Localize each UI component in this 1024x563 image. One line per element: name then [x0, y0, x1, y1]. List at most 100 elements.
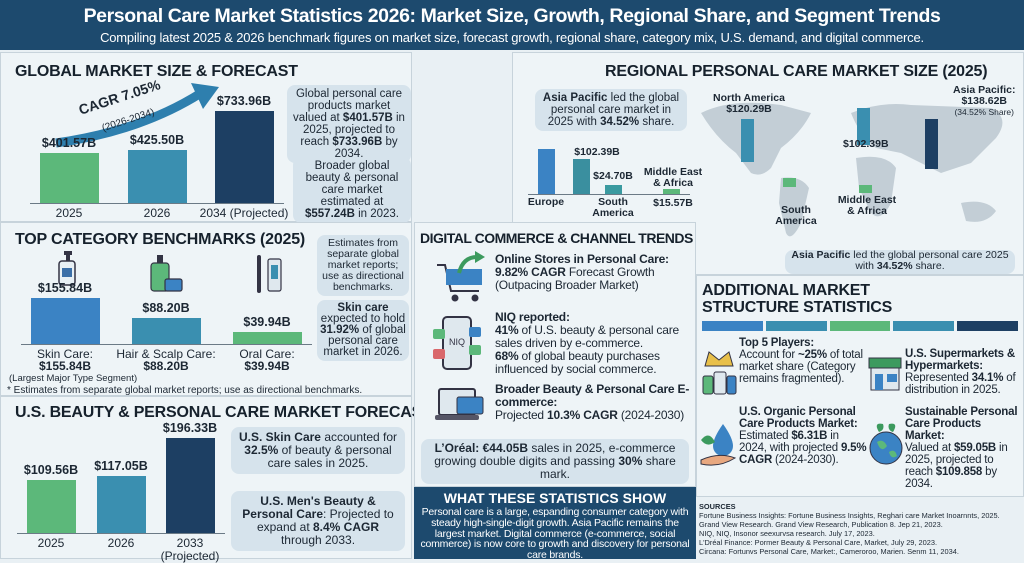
- callout: Asia Pacific led the global personal car…: [785, 250, 1015, 274]
- axis-baseline: [29, 203, 284, 204]
- value-label: $88.20B: [142, 300, 190, 315]
- category-label: Oral Care:: [239, 347, 295, 361]
- value-label: $196.33B: [162, 421, 218, 435]
- map-bar-middle-east-africa: [859, 185, 872, 193]
- text: Broader global beauty & personal care ma…: [305, 160, 399, 208]
- bar: [96, 476, 146, 533]
- shopping-cart-icon: [437, 251, 485, 302]
- category-value: $88.20B: [143, 359, 189, 373]
- text: of U.S. beauty & personal care sales dri…: [495, 323, 679, 350]
- laptop-card-icon: [435, 388, 484, 420]
- map-label-europe: $102.39B: [843, 138, 889, 150]
- text: in 2024, with projected: [739, 430, 841, 454]
- color-strip: [702, 321, 1018, 331]
- text: accounted for: [320, 430, 398, 444]
- footnote: * Estimates from separate global market …: [7, 385, 363, 396]
- strip-segment: [893, 321, 955, 331]
- category-panel: TOP CATEGORY BENCHMARKS (2025) $155.84B S…: [0, 222, 412, 396]
- summary-text: Personal care is a large, espanding cons…: [420, 506, 690, 559]
- text: of global beauty purchases influenced by…: [495, 349, 660, 376]
- text: in 2023.: [354, 208, 399, 220]
- emphasis-text: $733.96B: [332, 136, 383, 148]
- bar: [26, 479, 76, 533]
- text: of beauty & personal care sales in 2025.: [267, 443, 392, 470]
- map-bar-south-america: [783, 178, 796, 187]
- emphasis-text: 31.92%: [320, 324, 360, 336]
- toothbrush-toothpaste-icon: [257, 255, 282, 293]
- growth-arrow-icon: [55, 83, 219, 148]
- callout: Global personal care products market val…: [287, 85, 411, 163]
- value-label: $401.57B: [41, 135, 97, 150]
- phone-social-icon: NIQ: [433, 316, 481, 370]
- axis-baseline: [20, 344, 312, 345]
- category-label: Skin Care:: [36, 347, 94, 361]
- category-label: Hair & Scalp Care:: [116, 347, 216, 361]
- text: Estimates from separate global market re…: [322, 237, 404, 293]
- emphasis-text: NIQ reported:: [495, 310, 570, 324]
- category-label: 2025: [37, 536, 65, 550]
- source-line: NIQ, NIQ, Insonor seexurvsa research. Ju…: [699, 529, 875, 538]
- label: Asia Pacific:: [953, 84, 1016, 96]
- loreal-callout: L’Oréal: €44.05B sales in 2025, e-commer…: [421, 439, 689, 484]
- map-label-north-america: North America $120.29B: [713, 93, 785, 115]
- world-map-icon: [701, 102, 1003, 237]
- text: of global personal care market in 2026.: [323, 324, 406, 358]
- page-subtitle: Compiling latest 2025 & 2026 benchmark f…: [100, 30, 924, 45]
- text: (2024-2030).: [772, 454, 839, 466]
- text: sales in 2025, e-commerce growing double…: [434, 441, 676, 468]
- callout: U.S. Men's Beauty & Personal Care: Proje…: [231, 491, 405, 551]
- text: of distribution in 2025.: [905, 372, 1016, 396]
- source-line: Fortune Business Insights: Fortune Busin…: [699, 511, 1000, 520]
- regional-panel: REGIONAL PERSONAL CARE MARKET SIZE (2025…: [512, 52, 1024, 275]
- stat-item: Top 5 Players: Account for ~25% of total …: [739, 337, 867, 385]
- section-title: REGIONAL PERSONAL CARE MARKET SIZE (2025…: [605, 63, 988, 80]
- bar: [232, 332, 302, 344]
- emphasis-text: $109.858: [935, 466, 983, 478]
- storefront-icon: [868, 357, 902, 391]
- emphasis-text: Asia Pacific: [542, 92, 608, 104]
- text: Valued at: [905, 442, 954, 454]
- bar: [30, 298, 100, 344]
- shampoo-cream-icon: [150, 255, 183, 292]
- water-drop-hand-icon: [700, 424, 737, 466]
- globe-leaves-icon: [869, 423, 903, 465]
- text: of total market share (Category remains …: [739, 349, 863, 385]
- strip-segment: [765, 321, 827, 331]
- digital-item: NIQ reported: 41% of U.S. beauty & person…: [495, 311, 693, 376]
- emphasis-text: L’Oréal: €44.05B: [434, 441, 528, 455]
- emphasis-text: 68%: [495, 349, 519, 363]
- emphasis-text: Skin care: [337, 302, 389, 314]
- text: through 2033.: [280, 533, 356, 547]
- value-label: $15.57B: [653, 197, 693, 209]
- category-label: 2026: [107, 536, 135, 550]
- section-title: ADDITIONAL MARKET STRUCTURE STATISTICS: [702, 282, 893, 316]
- emphasis-text: U.S. Skin Care: [238, 430, 321, 444]
- stat-item: Sustainable Personal Care Products Marke…: [905, 406, 1023, 490]
- text: Estimated: [739, 430, 792, 442]
- us-panel: U.S. BEAUTY & PERSONAL CARE MARKET FOREC…: [0, 396, 432, 563]
- strip-segment: [829, 321, 891, 331]
- category-label: 2025: [55, 206, 83, 220]
- additional-panel: ADDITIONAL MARKET STRUCTURE STATISTICS T…: [696, 275, 1024, 497]
- category-label: Europe: [527, 196, 565, 208]
- digital-panel: DIGITAL COMMERCE & CHANNEL TRENDS Online…: [414, 222, 696, 487]
- stat-item: U.S. Organic Personal Care Products Mark…: [739, 406, 867, 466]
- label: North America: [713, 92, 785, 104]
- share: (34.52% Share): [954, 107, 1014, 117]
- value-label: $109.56B: [23, 462, 79, 477]
- emphasis-text: $6.31B: [791, 430, 828, 442]
- source-line: L'Dréal Finance: Pormer Beauty & Persona…: [699, 538, 938, 547]
- emphasis-text: Sustainable Personal Care Products Marke…: [905, 406, 1018, 442]
- emphasis-text: $59.05B: [953, 442, 997, 454]
- text: Forecast Growth (Outpacing Broader Marke…: [495, 265, 655, 292]
- emphasis-text: 34.52%: [600, 116, 640, 128]
- map-bar-north-america: [741, 119, 754, 163]
- digital-item: Broader Beauty & Personal Care E-commerc…: [495, 383, 693, 422]
- map-bar-europe: [857, 108, 870, 145]
- niq-label: NIQ: [449, 337, 465, 347]
- emphasis-text: U.S. Organic Personal Care Products Mark…: [739, 406, 858, 430]
- emphasis-text: 34.52%: [876, 260, 913, 272]
- category-label: 2026: [143, 206, 171, 220]
- text: (2024-2030): [617, 408, 685, 422]
- lotion-bottle-icon: [58, 251, 76, 286]
